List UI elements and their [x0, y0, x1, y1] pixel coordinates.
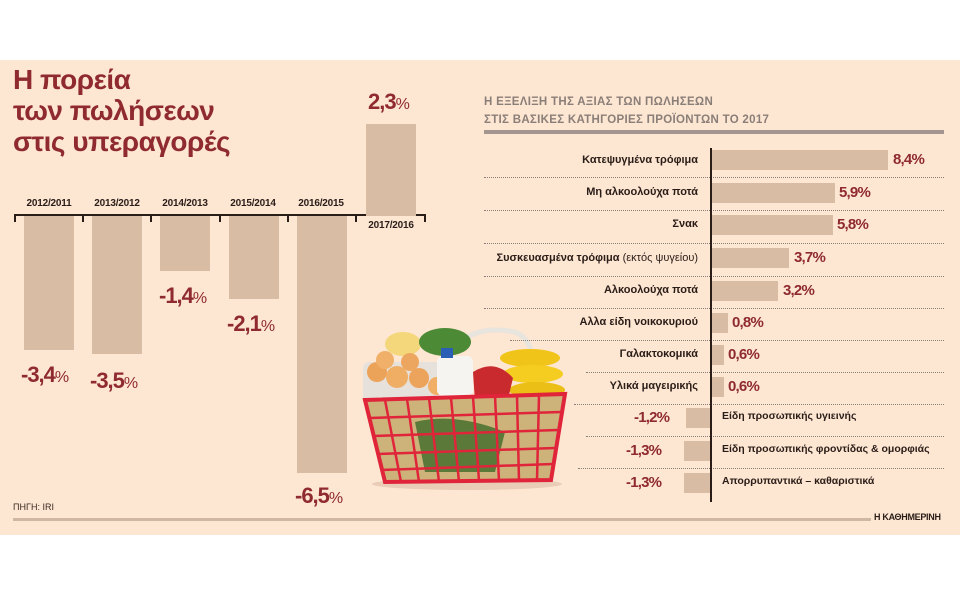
bar-2012-2011: [24, 216, 74, 350]
row-separator: [586, 372, 944, 373]
period-label: 2012/2011: [26, 198, 72, 209]
title-line-3: στις υπεραγορές: [13, 126, 231, 157]
category-value: 8,4%: [893, 151, 925, 168]
category-row: Συσκευασμένα τρόφιμα (εκτός ψυγείου) 3,7…: [0, 246, 960, 278]
category-bar: [684, 473, 710, 493]
row-separator: [510, 340, 944, 341]
category-row: Αλκοολούχα ποτά 3,2%: [0, 278, 960, 310]
row-separator: [574, 404, 944, 405]
value-label: -6,5%: [295, 483, 344, 508]
title-line-2: των πωλήσεων: [13, 95, 215, 126]
infographic-panel: Η πορεία των πωλήσεων στις υπεραγορές 20…: [0, 60, 960, 535]
category-bar: [712, 345, 724, 365]
axis-tick: [150, 214, 152, 222]
category-label: Γαλακτοκομικά: [619, 348, 698, 360]
value-label: -3,4%: [21, 362, 70, 387]
category-label: Συσκευασμένα τρόφιμα (εκτός ψυγείου): [496, 252, 698, 264]
row-separator: [484, 210, 944, 211]
axis-tick: [287, 214, 289, 222]
bar-2013-2012: [92, 216, 142, 354]
category-row: Μη αλκοολούχα ποτά 5,9%: [0, 180, 960, 212]
axis-tick: [82, 214, 84, 222]
category-row: Σνακ 5,8%: [0, 212, 960, 244]
axis-tick: [355, 214, 357, 222]
category-row: Γαλακτοκομικά 0,6%: [0, 342, 960, 374]
category-value: -1,2%: [634, 409, 670, 426]
category-value: 3,7%: [794, 249, 826, 266]
publisher-brand: Η ΚΑΘΗΜΕΡΙΝΗ: [874, 512, 941, 522]
title-rule: [484, 130, 944, 134]
category-label: Αλλα είδη νοικοκυριού: [579, 316, 699, 328]
category-row: -1,3% Είδη προσωπικής φροντίδας & ομορφι…: [0, 438, 960, 470]
category-value: 0,6%: [728, 346, 760, 363]
period-label: 2015/2014: [230, 198, 276, 209]
period-label: 2016/2015: [298, 198, 344, 209]
category-row: -1,3% Απορρυπαντικά – καθαριστικά: [0, 470, 960, 502]
bar-2016-2015: [297, 216, 347, 473]
axis-tick: [219, 214, 221, 222]
category-value: 3,2%: [783, 282, 815, 299]
value-label: 2,3%: [368, 89, 410, 114]
bar-2017-2016: [366, 124, 416, 216]
footer-rule: [13, 518, 871, 521]
category-bar: [712, 183, 835, 203]
category-chart-title-line-2: ΣΤΙΣ ΒΑΣΙΚΕΣ ΚΑΤΗΓΟΡΙΕΣ ΠΡΟΪΟΝΤΩΝ ΤΟ 201…: [484, 114, 770, 126]
category-value: 5,8%: [837, 216, 869, 233]
category-label: Μη αλκοολούχα ποτά: [586, 186, 698, 198]
category-value: 5,9%: [839, 184, 871, 201]
category-bar: [686, 408, 710, 428]
period-label: 2013/2012: [94, 198, 140, 209]
value-label: -2,1%: [227, 311, 276, 336]
source-note: ΠΗΓΗ: IRI: [13, 502, 54, 512]
row-separator: [484, 177, 944, 178]
bar-2015-2014: [229, 216, 279, 299]
value-label: -3,5%: [90, 368, 139, 393]
category-bar: [712, 313, 728, 333]
category-bar: [712, 150, 888, 170]
category-label: Αλκοολούχα ποτά: [603, 284, 698, 296]
row-separator: [586, 436, 944, 437]
value-label: -1,4%: [159, 283, 208, 308]
title-line-1: Η πορεία: [13, 64, 131, 95]
axis-tick: [14, 214, 16, 222]
category-label: Υλικά μαγειρικής: [609, 380, 698, 392]
category-label: Απορρυπαντικά – καθαριστικά: [722, 475, 875, 487]
row-separator: [484, 276, 944, 277]
category-row: Κατεψυγμένα τρόφιμα 8,4%: [0, 148, 960, 180]
category-label: Είδη προσωπικής φροντίδας & ομορφιάς: [722, 443, 930, 455]
main-title: Η πορεία των πωλήσεων στις υπεραγορές: [13, 64, 231, 157]
period-label: 2017/2016: [368, 220, 414, 231]
category-bar: [712, 377, 724, 397]
category-value: 0,8%: [732, 314, 764, 331]
category-label: Κατεψυγμένα τρόφιμα: [582, 154, 698, 166]
period-label: 2014/2013: [162, 198, 208, 209]
category-bar: [712, 281, 778, 301]
bar-2014-2013: [160, 216, 210, 271]
row-separator: [484, 243, 944, 244]
category-bar: [712, 248, 789, 268]
axis-tick: [424, 214, 426, 222]
category-chart-title-line-1: Η ΕΞΕΛΙΞΗ ΤΗΣ ΑΞΙΑΣ ΤΩΝ ΠΩΛΗΣΕΩΝ: [484, 96, 714, 108]
category-row: -1,2% Είδη προσωπικής υγιεινής: [0, 406, 960, 438]
category-bar: [684, 441, 710, 461]
category-label: Σνακ: [672, 218, 698, 230]
category-chart-title: Η ΕΞΕΛΙΞΗ ΤΗΣ ΑΞΙΑΣ ΤΩΝ ΠΩΛΗΣΕΩΝ ΣΤΙΣ ΒΑ…: [484, 93, 769, 129]
category-value: 0,6%: [728, 378, 760, 395]
category-zero-axis: [710, 148, 712, 502]
row-separator: [484, 308, 944, 309]
category-row: Αλλα είδη νοικοκυριού 0,8%: [0, 310, 960, 342]
category-label: Είδη προσωπικής υγιεινής: [722, 410, 857, 422]
shopping-basket-illustration: [362, 327, 568, 490]
category-value: -1,3%: [626, 442, 662, 459]
category-value: -1,3%: [626, 474, 662, 491]
row-separator: [578, 468, 944, 469]
category-row: Υλικά μαγειρικής 0,6%: [0, 374, 960, 406]
category-bar: [712, 215, 833, 235]
